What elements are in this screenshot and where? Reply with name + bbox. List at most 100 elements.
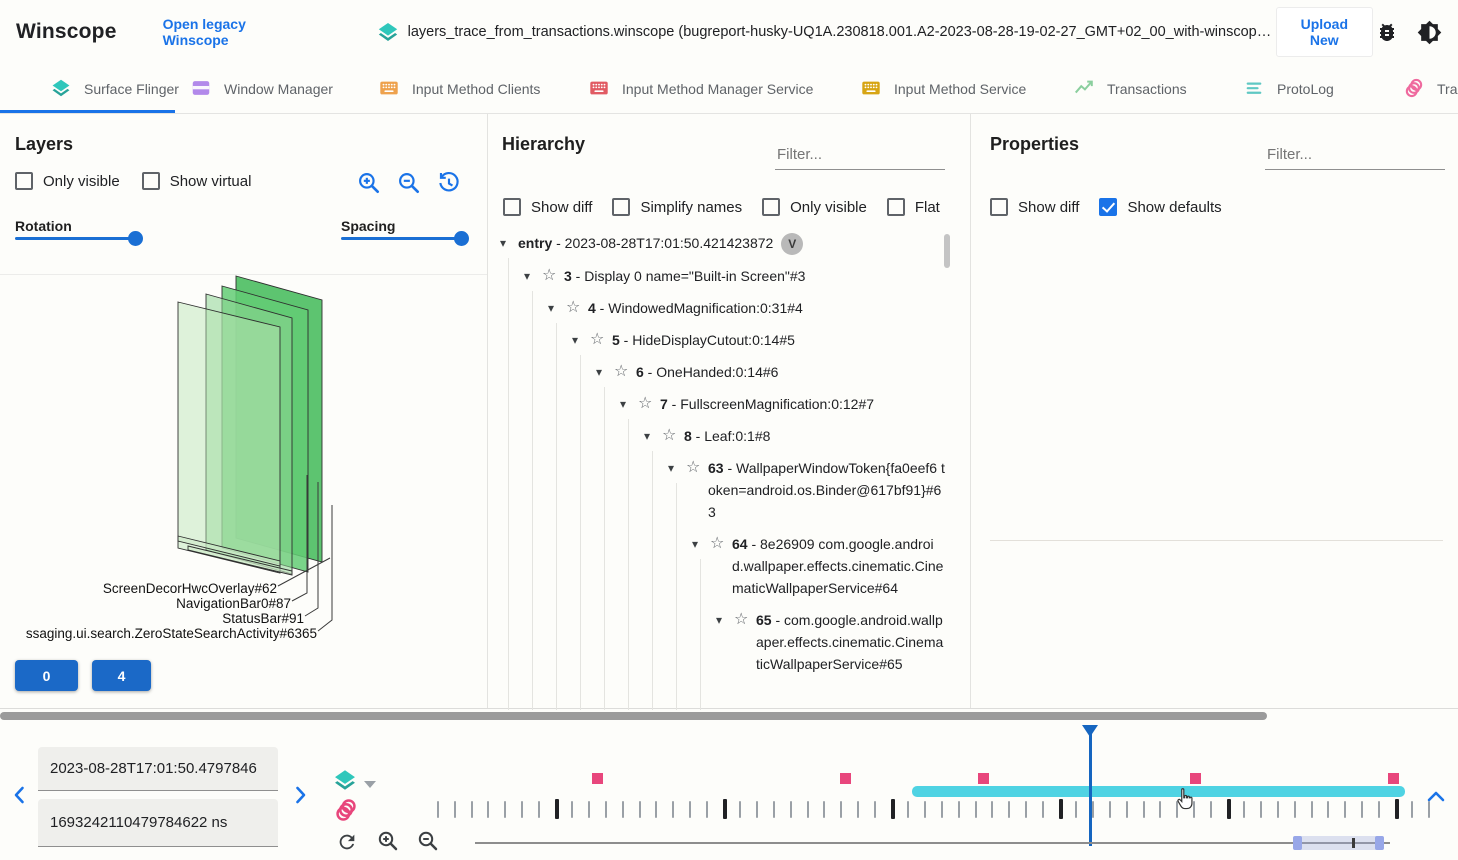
expand-arrow-icon[interactable]: ▾ [716, 613, 723, 628]
open-legacy-winscope-link[interactable]: Open legacy Winscope [162, 16, 246, 48]
tab-surface-flinger[interactable]: Surface Flinger [50, 64, 179, 113]
zoom-out-icon[interactable] [396, 170, 422, 196]
bug-report-icon[interactable] [1375, 19, 1399, 45]
tab-protolog[interactable]: ProtoLog [1243, 64, 1334, 113]
properties-checkbox-show-defaults[interactable]: Show defaults [1099, 198, 1222, 216]
pin-star-icon[interactable]: ☆ [614, 363, 629, 381]
checkbox-unchecked[interactable] [762, 198, 781, 216]
transitions-trace-icon[interactable] [333, 797, 359, 823]
timeline-range-track[interactable] [475, 842, 1390, 844]
expand-arrow-icon[interactable]: ▾ [620, 397, 627, 412]
checkbox-unchecked[interactable] [15, 172, 33, 190]
checkbox-unchecked[interactable] [990, 198, 1008, 216]
pin-star-icon[interactable]: ☆ [590, 331, 605, 349]
pin-star-icon[interactable]: ☆ [566, 299, 581, 317]
expand-arrow-icon[interactable]: ▾ [692, 537, 699, 552]
checkbox-unchecked[interactable] [886, 198, 905, 216]
expand-arrow-icon[interactable]: ▾ [548, 301, 555, 316]
hierarchy-checkbox-only-visible[interactable]: Only visible [762, 198, 867, 216]
hierarchy-checkbox-simplify-names[interactable]: Simplify names [612, 198, 742, 216]
dark-mode-toggle-icon[interactable] [1417, 19, 1442, 45]
timeline-zoom-out-icon[interactable] [416, 829, 440, 853]
tree-node-label[interactable]: 8 - Leaf:0:1#8 [684, 425, 945, 447]
hierarchy-checkbox-flat[interactable]: Flat [886, 198, 940, 216]
tree-node-5[interactable]: ▾ ☆ 5 - HideDisplayCutout:0:14#5 [500, 329, 945, 351]
pin-star-icon[interactable]: ☆ [662, 427, 677, 445]
tab-input-method-clients[interactable]: Input Method Clients [378, 64, 540, 113]
pin-star-icon[interactable]: ☆ [710, 535, 725, 553]
upload-new-button[interactable]: Upload New [1275, 7, 1373, 57]
tree-node-label[interactable]: 3 - Display 0 name="Built-in Screen"#3 [564, 265, 945, 287]
transition-marker[interactable] [592, 773, 603, 784]
tree-node-label[interactable]: 5 - HideDisplayCutout:0:14#5 [612, 329, 945, 351]
tree-node-3[interactable]: ▾ ☆ 3 - Display 0 name="Built-in Screen"#3 [500, 265, 945, 287]
hierarchy-scrollbar[interactable] [943, 232, 951, 710]
layers-3d-view[interactable] [0, 274, 488, 660]
tab-window-manager[interactable]: Window Manager [190, 64, 333, 113]
transition-marker[interactable] [1190, 773, 1201, 784]
caret-down-icon[interactable] [364, 781, 376, 788]
zoom-in-icon[interactable] [356, 170, 382, 196]
tree-node-64[interactable]: ▾ ☆ 64 - 8e26909 com.google.android.wallpa… [500, 533, 945, 599]
tree-node-label[interactable]: 63 - WallpaperWindowToken{fa0eef6 token=… [708, 457, 945, 523]
chevron-left-icon[interactable] [8, 783, 32, 807]
spacing-slider-thumb[interactable] [454, 231, 469, 246]
chevron-up-icon[interactable] [1424, 785, 1448, 809]
range-handle-left[interactable] [1293, 836, 1302, 850]
timestamp-ns-input[interactable] [38, 799, 278, 847]
tree-node-6[interactable]: ▾ ☆ 6 - OneHanded:0:14#6 [500, 361, 945, 383]
hierarchy-checkbox-show-diff[interactable]: Show diff [503, 198, 592, 216]
timestamp-input[interactable] [38, 747, 278, 791]
expand-arrow-icon[interactable]: ▾ [644, 429, 651, 444]
pin-star-icon[interactable]: ☆ [734, 611, 749, 629]
hierarchy-scrollbar-thumb[interactable] [944, 234, 950, 268]
surface-flinger-trace-icon[interactable] [332, 767, 358, 793]
pin-star-icon[interactable]: ☆ [686, 459, 701, 477]
timeline-range-selection[interactable] [1297, 836, 1379, 850]
range-handle-right[interactable] [1375, 836, 1384, 850]
properties-filter-input[interactable] [1265, 142, 1445, 170]
refresh-icon[interactable] [336, 831, 358, 853]
tab-input-method-service[interactable]: Input Method Service [860, 64, 1026, 113]
tab-transactions[interactable]: Transactions [1073, 64, 1187, 113]
hierarchy-filter-input[interactable] [775, 142, 945, 170]
expand-arrow-icon[interactable]: ▾ [668, 461, 675, 476]
tree-node-entry[interactable]: ▾ entry - 2023-08-28T17:01:50.421423872 V [500, 232, 945, 256]
rotation-slider[interactable] [15, 231, 143, 246]
tab-transitions[interactable]: Transitions [1403, 64, 1458, 113]
tree-node-label[interactable]: 6 - OneHanded:0:14#6 [636, 361, 945, 383]
expand-arrow-icon[interactable]: ▾ [500, 236, 507, 250]
timeline-cursor[interactable] [1089, 727, 1092, 846]
transition-marker[interactable] [1388, 773, 1399, 784]
transition-marker[interactable] [978, 773, 989, 784]
layer-id-button-0[interactable]: 0 [15, 660, 78, 691]
tree-node-8[interactable]: ▾ ☆ 8 - Leaf:0:1#8 [500, 425, 945, 447]
checkbox-unchecked[interactable] [612, 198, 631, 216]
tree-node-4[interactable]: ▾ ☆ 4 - WindowedMagnification:0:31#4 [500, 297, 945, 319]
tree-node-label[interactable]: 7 - FullscreenMagnification:0:12#7 [660, 393, 945, 415]
checkbox-checked[interactable] [1099, 198, 1118, 216]
timeline-zoom-in-icon[interactable] [376, 829, 400, 853]
tab-input-method-manager-service[interactable]: Input Method Manager Service [588, 64, 813, 113]
expand-arrow-icon[interactable]: ▾ [572, 333, 579, 348]
tree-node-label[interactable]: entry - 2023-08-28T17:01:50.421423872 V [518, 232, 945, 256]
tree-node-63[interactable]: ▾ ☆ 63 - WallpaperWindowToken{fa0eef6 toke… [500, 457, 945, 523]
transition-marker[interactable] [840, 773, 851, 784]
pin-star-icon[interactable]: ☆ [638, 395, 653, 413]
layers-checkbox-only-visible[interactable]: Only visible [15, 172, 120, 190]
layers-checkbox-show-virtual[interactable]: Show virtual [141, 172, 251, 190]
layer-id-button-4[interactable]: 4 [92, 660, 151, 691]
properties-checkbox-show-diff[interactable]: Show diff [990, 198, 1079, 216]
tree-node-7[interactable]: ▾ ☆ 7 - FullscreenMagnification:0:12#7 [500, 393, 945, 415]
checkbox-unchecked[interactable] [503, 198, 521, 216]
chevron-right-icon[interactable] [288, 783, 312, 807]
tree-node-label[interactable]: 4 - WindowedMagnification:0:31#4 [588, 297, 945, 319]
reset-view-icon[interactable] [436, 170, 462, 196]
pin-star-icon[interactable]: ☆ [542, 267, 557, 285]
expand-arrow-icon[interactable]: ▾ [596, 365, 603, 380]
rotation-slider-thumb[interactable] [128, 231, 143, 246]
expand-arrow-icon[interactable]: ▾ [524, 269, 531, 284]
surface-flinger-coverage-bar[interactable] [912, 786, 1405, 797]
tree-node-label[interactable]: 65 - com.google.android.wallpaper.effect… [756, 609, 945, 675]
checkbox-unchecked[interactable] [141, 172, 160, 190]
